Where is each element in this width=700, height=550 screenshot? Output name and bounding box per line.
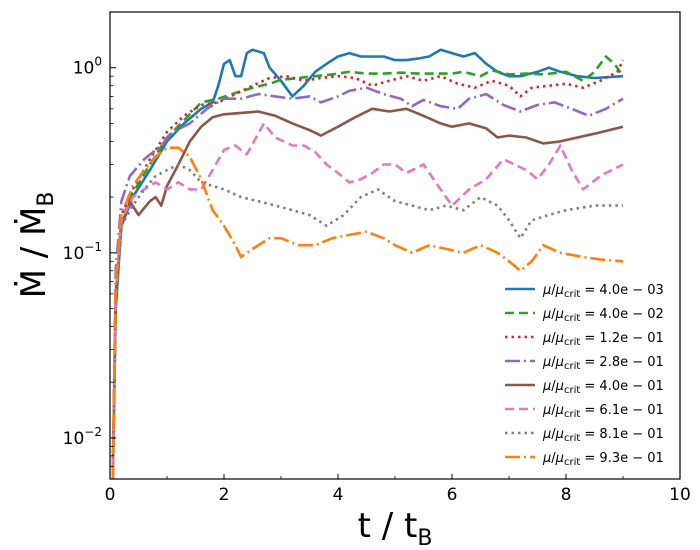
x-tick-label: 2 — [219, 485, 230, 505]
y-tick-label: 100 — [73, 55, 102, 79]
series-line-8 — [111, 146, 624, 480]
legend-entry-label: μ/μcrit = 6.1e − 01 — [542, 403, 664, 420]
x-tick-label: 10 — [669, 485, 691, 505]
y-tick-label: 10−2 — [63, 425, 102, 449]
x-axis-ticks: 0 2 4 6 8 10 — [105, 474, 691, 505]
legend: μ/μcrit = 4.0e − 03 μ/μcrit = 4.0e − 02 μ/… — [505, 283, 664, 468]
y-axis-ticks: 10−2 10−1 100 — [63, 11, 116, 480]
series-line-7 — [111, 163, 623, 480]
x-tick-label: 6 — [447, 485, 458, 505]
series-line-6 — [111, 122, 624, 480]
series-lines — [111, 48, 625, 480]
legend-entry-label: μ/μcrit = 4.0e − 02 — [542, 307, 664, 324]
legend-entry-label: μ/μcrit = 1.2e − 01 — [542, 331, 664, 348]
series-line-4 — [111, 86, 624, 480]
series-line-2 — [111, 55, 625, 480]
legend-entry-label: μ/μcrit = 4.0e − 03 — [542, 283, 664, 300]
y-tick-label: 10−1 — [63, 240, 102, 264]
legend-entry-label: μ/μcrit = 8.1e − 01 — [542, 427, 664, 444]
x-axis-label: t / tB — [358, 506, 433, 550]
legend-entry-label: μ/μcrit = 2.8e − 01 — [542, 355, 664, 372]
legend-entry-label: μ/μcrit = 9.3e − 01 — [542, 451, 664, 468]
x-tick-label: 4 — [333, 485, 344, 505]
x-tick-label: 0 — [105, 485, 116, 505]
x-tick-label: 8 — [561, 485, 572, 505]
series-line-3 — [111, 59, 625, 480]
series-line-5 — [111, 107, 624, 480]
legend-entry-label: μ/μcrit = 4.0e − 01 — [542, 379, 664, 396]
series-line-1 — [111, 48, 624, 480]
y-axis-label: Ṁ / ṀB — [14, 192, 59, 299]
